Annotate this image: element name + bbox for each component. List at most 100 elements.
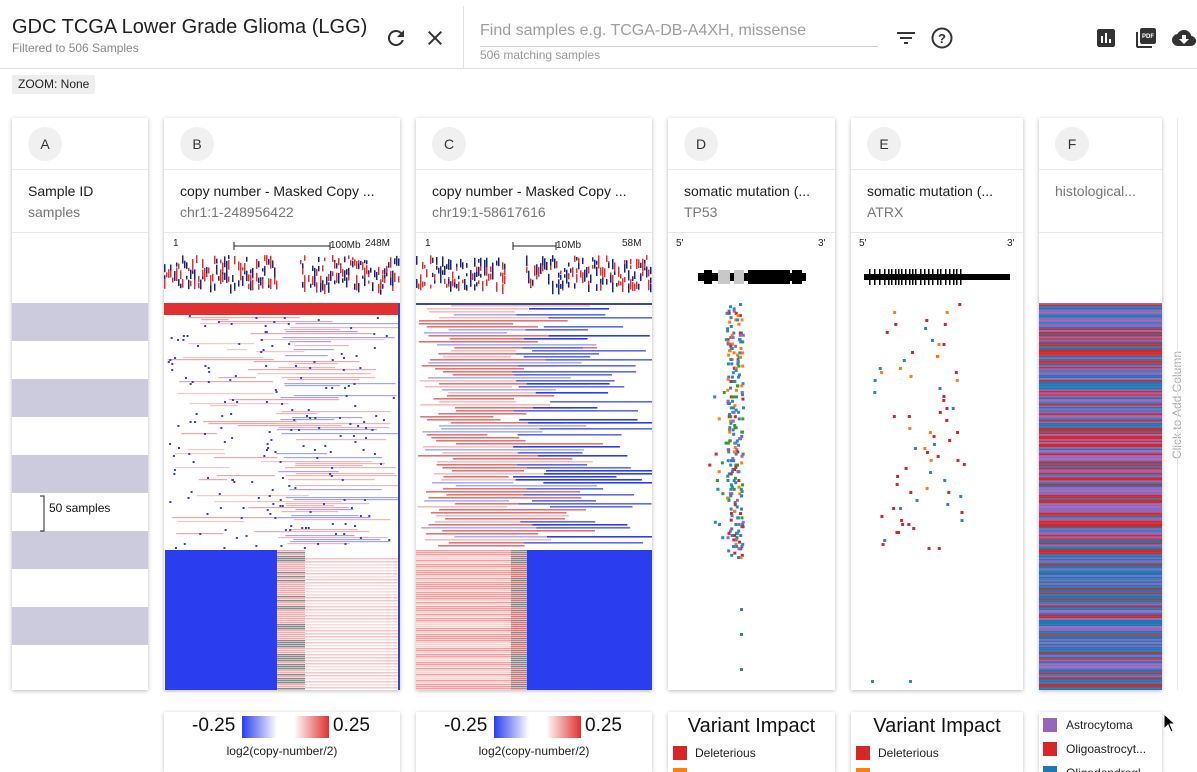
- zoom-indicator[interactable]: ZOOM: None: [12, 75, 96, 94]
- column-d-badge[interactable]: D: [684, 127, 718, 161]
- cn-del-block: [527, 550, 652, 690]
- column-c[interactable]: C copy number - Masked Copy ... chr19:1-…: [416, 118, 652, 690]
- column-d-header[interactable]: somatic mutation (... TP53: [668, 169, 835, 233]
- atrx-mutation-plot[interactable]: [851, 118, 1023, 690]
- column-b[interactable]: B copy number - Masked Copy ... chr1:1-2…: [164, 118, 400, 690]
- cn-dot: [271, 345, 274, 347]
- column-a-header[interactable]: Sample ID samples: [12, 169, 148, 233]
- sample-search-input[interactable]: [480, 16, 878, 47]
- histology-row: [1039, 448, 1162, 451]
- legend-e: Variant Impact Deleterious: [851, 712, 1023, 772]
- column-c-header[interactable]: copy number - Masked Copy ... chr19:1-58…: [416, 169, 652, 233]
- cn-segment: [264, 255, 266, 262]
- column-d-sub: TP53: [684, 204, 718, 220]
- cn-segment: [646, 255, 648, 260]
- cn-segment: [348, 255, 350, 259]
- cn-row: [515, 353, 600, 355]
- histology-row: [1039, 355, 1162, 358]
- column-a-badge[interactable]: A: [28, 127, 62, 161]
- cn-row: [181, 433, 217, 435]
- cn-dot: [331, 359, 334, 361]
- cn-row: [416, 610, 511, 612]
- column-d-field: somatic mutation (...: [684, 183, 811, 199]
- column-a[interactable]: A Sample ID samples 50 samples: [12, 118, 148, 690]
- cloud-download-icon[interactable]: [1172, 26, 1196, 50]
- cn-row: [201, 319, 229, 321]
- cn-segment: [648, 269, 650, 277]
- tp53-mutation-plot[interactable]: [668, 118, 835, 690]
- cn-row: [525, 329, 588, 331]
- mutation-mark: [730, 553, 734, 557]
- cn-row: [511, 608, 527, 610]
- cn-row: [277, 682, 305, 684]
- column-b-pos-start: 1: [173, 238, 179, 249]
- cn-segment: [362, 261, 364, 271]
- cn-row: [416, 562, 511, 564]
- cn-row: [276, 413, 318, 415]
- column-f-badge[interactable]: F: [1055, 127, 1089, 161]
- histology-row: [1039, 389, 1162, 392]
- cn-row: [511, 602, 527, 604]
- close-icon[interactable]: [423, 26, 447, 50]
- cn-row: [416, 688, 511, 690]
- cn-segment: [216, 264, 218, 275]
- cn-row: [515, 479, 642, 481]
- cn-segment: [432, 272, 434, 278]
- column-f-header[interactable]: histological...: [1039, 169, 1162, 233]
- column-c-badge[interactable]: C: [432, 127, 466, 161]
- refresh-icon[interactable]: [384, 26, 408, 50]
- mutation-mark: [729, 316, 733, 320]
- cn-segment: [436, 265, 438, 270]
- cn-row: [277, 550, 305, 552]
- cn-row: [295, 323, 400, 325]
- histology-row: [1039, 515, 1162, 518]
- mutation-mark: [733, 476, 737, 480]
- cn-segment: [484, 268, 486, 276]
- cn-heatmap-chr1[interactable]: [164, 118, 400, 690]
- sample-id-stripes[interactable]: [12, 118, 148, 690]
- filter-icon[interactable]: [894, 26, 918, 50]
- cn-dot: [331, 523, 334, 525]
- column-b-header[interactable]: copy number - Masked Copy ... chr1:1-248…: [164, 169, 400, 233]
- cn-row: [277, 650, 305, 652]
- cn-heatmap-chr19[interactable]: [416, 118, 652, 690]
- cn-dot: [347, 385, 350, 387]
- cn-segment: [336, 272, 338, 281]
- mutation-mark: [739, 512, 743, 515]
- mutation-mark: [901, 523, 905, 526]
- histology-row: [1039, 685, 1162, 688]
- pdf-icon[interactable]: PDF: [1134, 26, 1158, 50]
- column-e-header[interactable]: somatic mutation (... ATRX: [851, 169, 1023, 233]
- cn-segment: [262, 278, 264, 289]
- histology-row: [1039, 483, 1162, 486]
- top-bar: GDC TCGA Lower Grade Glioma (LGG) Filter…: [0, 0, 1197, 69]
- cn-row: [531, 500, 596, 502]
- help-icon[interactable]: ?: [930, 26, 954, 50]
- histology-row: [1039, 379, 1162, 382]
- cn-segment: [502, 262, 504, 270]
- histology-row: [1039, 605, 1162, 608]
- histology-row: [1039, 655, 1162, 657]
- cn-dot: [301, 527, 304, 529]
- histology-row: [1039, 554, 1162, 556]
- column-d[interactable]: D somatic mutation (... TP53 5' 3': [668, 118, 835, 690]
- column-f[interactable]: F histological...: [1039, 118, 1162, 690]
- cn-segment: [606, 255, 608, 262]
- cn-dot: [306, 415, 309, 417]
- cn-segment: [374, 272, 376, 278]
- cn-row: [416, 622, 511, 624]
- mutation-mark: [871, 680, 874, 683]
- chart-icon[interactable]: [1094, 26, 1118, 50]
- cn-segment: [258, 261, 260, 268]
- histology-row: [1039, 362, 1162, 364]
- column-e[interactable]: E somatic mutation (... ATRX 5' 3': [851, 118, 1023, 690]
- cn-segment: [546, 261, 548, 271]
- cn-segment: [646, 269, 648, 278]
- exon-mark: [879, 269, 881, 285]
- column-e-badge[interactable]: E: [867, 127, 901, 161]
- cohort-title[interactable]: GDC TCGA Lower Grade Glioma (LGG): [12, 16, 368, 38]
- column-b-badge[interactable]: B: [180, 127, 214, 161]
- cn-row: [518, 503, 652, 505]
- histology-heatmap[interactable]: [1039, 118, 1162, 690]
- cn-row: [526, 488, 604, 490]
